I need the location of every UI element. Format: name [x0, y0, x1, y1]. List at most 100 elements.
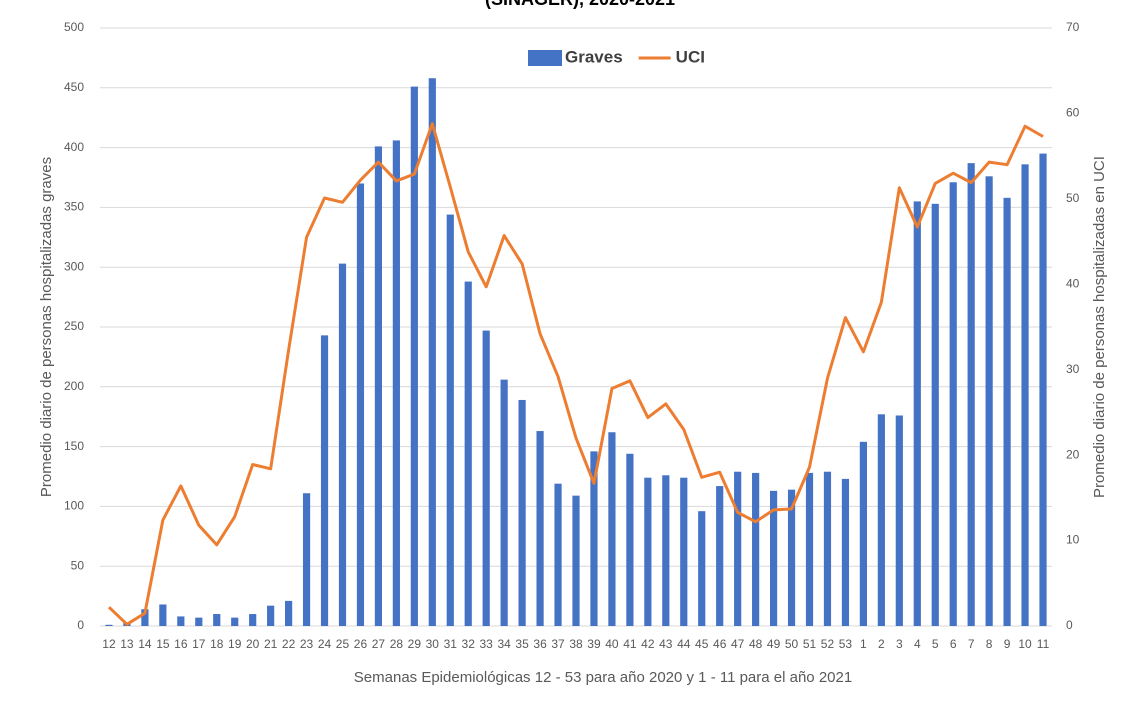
x-tick-label: 53	[839, 637, 853, 651]
y-axis-label: Promedio diario de personas hospitalizad…	[38, 157, 55, 497]
bar	[680, 477, 688, 626]
y-tick-label: 450	[64, 80, 84, 94]
bar	[320, 335, 329, 626]
x-tick-label: 12	[102, 637, 116, 651]
x-tick-label: 22	[282, 637, 296, 651]
bar	[644, 477, 652, 626]
bar	[590, 451, 598, 626]
x-tick-label: 13	[120, 637, 134, 651]
bar	[518, 399, 526, 626]
y2-tick-label: 60	[1066, 106, 1080, 120]
bar	[805, 472, 814, 626]
bar	[464, 281, 472, 626]
bar	[626, 453, 634, 626]
x-tick-label: 40	[605, 637, 619, 651]
y-tick-label: 100	[64, 499, 84, 513]
bar	[985, 176, 993, 626]
bar	[285, 600, 293, 626]
x-tick-label: 43	[659, 637, 673, 651]
x-tick-label: 45	[695, 637, 709, 651]
x-tick-label: 46	[713, 637, 727, 651]
y2-tick-label: 70	[1066, 20, 1080, 34]
bar	[752, 472, 760, 626]
bar	[446, 214, 454, 627]
bar	[608, 432, 616, 626]
x-tick-label: 9	[1004, 637, 1011, 651]
bar	[769, 490, 778, 626]
x-tick-label: 24	[318, 637, 332, 651]
legend-swatch	[528, 50, 562, 66]
x-tick-label: 25	[336, 637, 350, 651]
bar	[482, 330, 490, 626]
chart-title: (SINAGER), 2020-2021	[485, 0, 675, 9]
x-tick-label: 6	[950, 637, 957, 651]
x-tick-label: 20	[246, 637, 260, 651]
x-tick-label: 16	[174, 637, 188, 651]
x-tick-label: 11	[1037, 637, 1050, 651]
bar	[410, 86, 418, 626]
bar	[913, 201, 921, 627]
x-tick-label: 47	[731, 637, 745, 651]
bar	[231, 617, 239, 626]
y-tick-label: 50	[71, 558, 85, 572]
bar	[1039, 153, 1047, 626]
bar	[428, 78, 436, 627]
bar	[662, 475, 670, 626]
bar	[177, 616, 185, 626]
y-tick-label: 500	[64, 20, 84, 34]
bar	[1021, 164, 1029, 626]
bar	[841, 478, 850, 626]
x-tick-label: 38	[569, 637, 583, 651]
x-tick-label: 37	[551, 637, 565, 651]
y2-tick-label: 40	[1066, 276, 1080, 290]
x-tick-label: 10	[1018, 637, 1032, 651]
x-tick-label: 3	[896, 637, 903, 651]
y2-tick-label: 10	[1066, 533, 1080, 547]
x-tick-label: 52	[821, 637, 835, 651]
x-tick-label: 35	[515, 637, 529, 651]
bar	[213, 614, 221, 626]
bar	[338, 263, 347, 626]
y-tick-label: 0	[77, 618, 84, 632]
x-tick-label: 29	[408, 637, 422, 651]
x-tick-label: 30	[426, 637, 440, 651]
x-tick-label: 50	[785, 637, 799, 651]
y-tick-label: 250	[64, 319, 84, 333]
bar	[949, 182, 957, 626]
x-tick-label: 51	[803, 637, 817, 651]
x-tick-label: 33	[480, 637, 494, 651]
bar	[554, 483, 562, 626]
bar	[267, 605, 275, 626]
x-tick-label: 7	[968, 637, 975, 651]
x-tick-label: 26	[354, 637, 368, 651]
x-tick-label: 15	[156, 637, 170, 651]
x-tick-label: 14	[138, 637, 152, 651]
x-tick-label: 42	[641, 637, 655, 651]
x-tick-label: 49	[767, 637, 781, 651]
x-tick-label: 17	[192, 637, 206, 651]
y2-tick-label: 20	[1066, 447, 1080, 461]
y2-axis-label: Promedio diario de personas hospitalizad…	[1091, 156, 1108, 498]
bar	[787, 489, 796, 626]
bar	[392, 140, 400, 626]
x-axis-label: Semanas Epidemiológicas 12 - 53 para año…	[354, 669, 852, 686]
x-tick-label: 36	[533, 637, 547, 651]
bar	[356, 183, 365, 627]
y-tick-label: 350	[64, 200, 84, 214]
legend-label: UCI	[676, 47, 705, 66]
y-tick-label: 150	[64, 439, 84, 453]
bar	[734, 471, 742, 626]
x-tick-label: 4	[914, 637, 921, 651]
bar	[931, 203, 939, 626]
y-tick-label: 400	[64, 140, 84, 154]
x-tick-label: 23	[300, 637, 314, 651]
x-tick-label: 41	[623, 637, 637, 651]
x-tick-label: 32	[462, 637, 476, 651]
x-tick-label: 8	[986, 637, 993, 651]
y2-tick-label: 30	[1066, 362, 1080, 376]
line	[107, 122, 1044, 626]
x-tick-label: 21	[264, 637, 278, 651]
x-tick-label: 18	[210, 637, 224, 651]
bar	[141, 609, 149, 626]
